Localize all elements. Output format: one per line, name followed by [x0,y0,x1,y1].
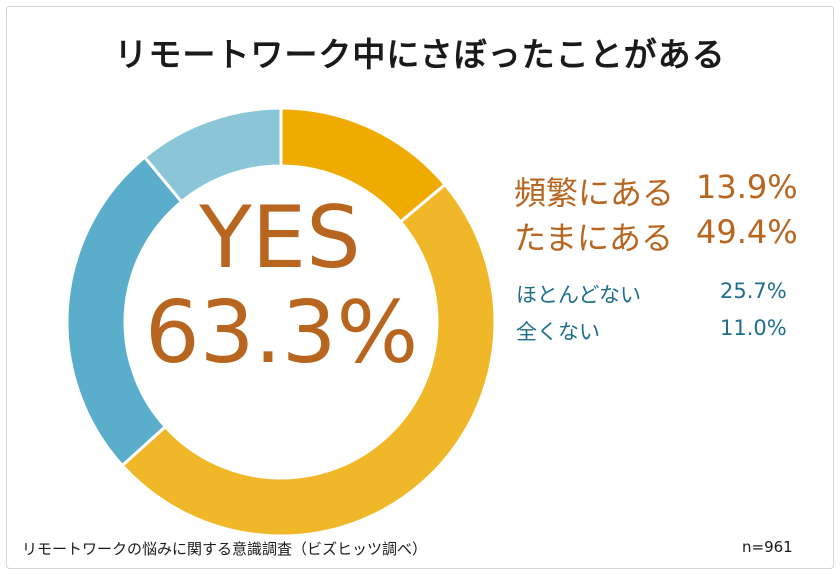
legend-value: 49.4% [696,213,798,251]
sample-size: n=961 [742,538,793,556]
legend-value: 13.9% [696,168,798,206]
legend-label: たまにある [514,219,674,257]
legend-label: 全くない [516,320,600,344]
slice-never [142,106,283,204]
legend-label: 頻繁にある [514,174,675,212]
legend-label: ほとんどない [516,283,641,307]
slice-sometimes [120,182,497,538]
center-value: 63.3% [145,283,419,383]
source-note: リモートワークの悩みに関する意識調査（ビズヒッツ調べ） [22,540,428,558]
center-label: YES [199,188,361,288]
legend-value: 11.0% [720,316,787,340]
chart-title: リモートワーク中にさぼったことがある [114,35,726,74]
legend-value: 25.7% [720,279,787,303]
